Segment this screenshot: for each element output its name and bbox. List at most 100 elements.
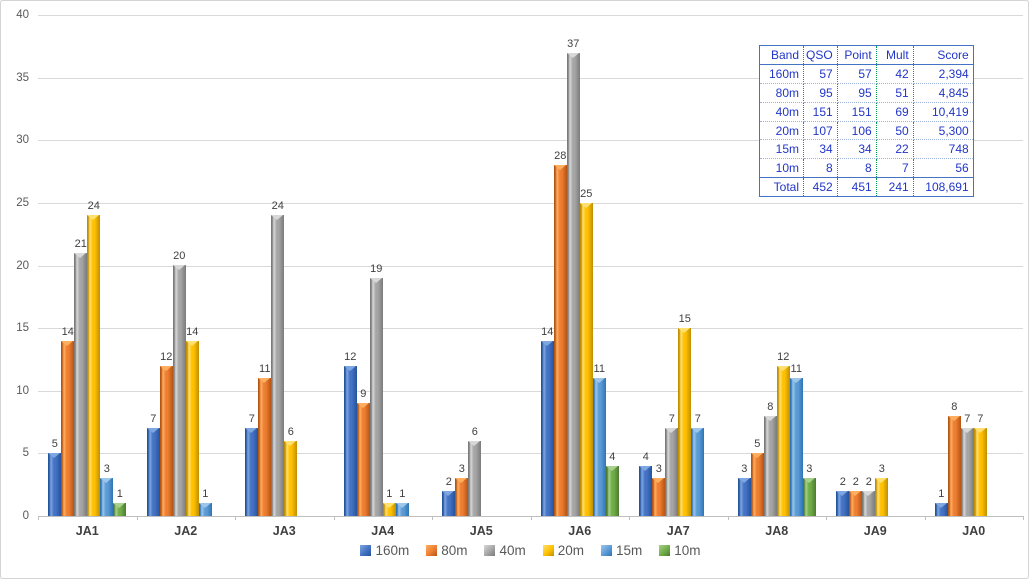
category-label-JA3: JA3 (272, 524, 296, 538)
legend-swatch-80m-icon (426, 545, 438, 556)
category-label-JA5: JA5 (469, 524, 493, 538)
bar-bevel-notch (750, 453, 763, 458)
y-tick-label: 40 (16, 9, 29, 21)
category-label-JA7: JA7 (666, 524, 690, 538)
bar-label-JA0-80m: 8 (951, 401, 958, 413)
bar-JA8-10m (802, 478, 816, 516)
table-row: 10m 8 8 7 56 (759, 158, 974, 179)
table-cell-value: 22 (876, 139, 914, 160)
bar-JA0-40m (960, 428, 974, 516)
table-cell-value: 4,845 (913, 83, 974, 103)
table-cell-value: 108,691 (913, 177, 974, 197)
table-cell-value: Score (913, 45, 974, 65)
bar-JA9-160m (836, 491, 850, 516)
legend-item-10m: 10m (659, 543, 701, 558)
category-label-JA4: JA4 (371, 524, 395, 538)
bar-JA1-80m (61, 341, 75, 516)
bar-label-JA3-20m: 6 (287, 426, 294, 438)
bar-bevel-notch (691, 428, 704, 433)
table-cell-value: 106 (837, 121, 877, 141)
table-cell-value: 51 (876, 83, 914, 103)
bar-JA4-15m (395, 503, 409, 516)
bar-label-JA4-40m: 19 (370, 263, 383, 275)
bar-bevel-notch (343, 366, 356, 371)
bar-JA2-80m (159, 366, 173, 516)
legend-item-15m: 15m (601, 543, 642, 558)
table-cell-band: 80m (759, 83, 804, 103)
legend-swatch-20m-icon (542, 545, 554, 556)
bar-JA3-20m (284, 441, 298, 516)
y-tick-label: 20 (16, 259, 29, 272)
gridline (38, 15, 1023, 16)
axis-tickmark (432, 516, 433, 520)
bar-bevel-notch (652, 478, 665, 483)
bar-JA6-160m (540, 341, 554, 516)
axis-tickmark (530, 516, 532, 520)
bar-label-JA3-160m: 7 (248, 413, 255, 425)
bar-label-JA2-15m: 1 (202, 488, 209, 500)
bar-label-JA1-15m: 3 (103, 463, 110, 475)
category-label-JA6: JA6 (568, 524, 592, 538)
bar-bevel-notch (159, 366, 172, 371)
table-cell-value: Mult (876, 45, 914, 65)
bar-JA7-15m (691, 428, 705, 516)
bar-bevel-notch (198, 503, 211, 508)
bar-label-JA6-40m: 37 (567, 38, 580, 50)
table-cell-band: Band (759, 45, 804, 65)
table-cell-value: 107 (803, 121, 838, 141)
bar-label-JA7-80m: 3 (655, 463, 662, 475)
table-cell-band: 15m (759, 139, 804, 160)
gridline (38, 140, 1023, 142)
bar-JA6-80m (553, 165, 567, 516)
table-cell-band: 20m (759, 121, 804, 141)
bar-JA2-160m (146, 428, 160, 516)
legend-label: 160m (375, 543, 410, 558)
axis-tickmark (727, 516, 729, 520)
bar-label-JA2-160m: 7 (150, 413, 157, 425)
bar-label-JA9-80m: 2 (852, 476, 859, 488)
bar-bevel-notch (540, 341, 553, 346)
bar-bevel-notch (258, 378, 271, 383)
bar-JA4-40m (369, 278, 383, 516)
bar-label-JA6-20m: 25 (580, 188, 593, 200)
table-cell-value: 8 (803, 158, 838, 179)
table-cell-value: 69 (876, 102, 914, 122)
legend-swatch-15m-icon (601, 545, 613, 556)
bar-label-JA1-160m: 5 (51, 438, 58, 450)
bar-label-JA3-40m: 24 (271, 200, 284, 212)
bar-bevel-notch (455, 478, 468, 483)
table-cell-band: Total (759, 177, 804, 197)
bar-bevel-notch (553, 165, 566, 170)
table-cell-value: 2,394 (913, 64, 974, 84)
bar-bevel-notch (61, 341, 74, 346)
bar-JA8-80m (750, 453, 764, 516)
table-cell-band: 160m (759, 64, 804, 84)
bar-bevel-notch (284, 441, 297, 446)
legend-item-80m: 80m (426, 543, 467, 558)
bar-label-JA8-40m: 8 (767, 401, 774, 413)
bar-JA5-160m (442, 491, 456, 516)
bar-JA9-80m (849, 491, 863, 516)
table-cell-value: QSO (803, 45, 838, 65)
gridline (38, 265, 1023, 267)
axis-tickmark (38, 516, 39, 520)
table-cell-value: 451 (837, 177, 877, 197)
bar-label-JA9-160m: 2 (839, 476, 846, 488)
bar-label-JA4-160m: 12 (344, 351, 357, 363)
table-header-row: Band QSO Point Mult Score (759, 45, 974, 65)
legend-label: 40m (499, 543, 526, 558)
bar-label-JA0-160m: 1 (938, 488, 945, 500)
bar-bevel-notch (678, 328, 691, 333)
bar-JA9-20m (875, 478, 889, 516)
bar-JA7-160m (639, 466, 653, 516)
table-total-row: Total 452 451 241 108,691 (759, 177, 974, 197)
category-label-JA1: JA1 (75, 524, 99, 538)
bar-JA6-15m (592, 378, 606, 516)
bar-label-JA4-20m: 1 (386, 488, 393, 500)
y-tick-label: 30 (16, 134, 29, 147)
table-cell-value: 34 (803, 139, 838, 160)
legend-swatch-160m-icon (360, 545, 372, 556)
gridline (38, 202, 1023, 204)
bar-bevel-notch (113, 503, 126, 508)
table-cell-value: 57 (837, 64, 877, 84)
